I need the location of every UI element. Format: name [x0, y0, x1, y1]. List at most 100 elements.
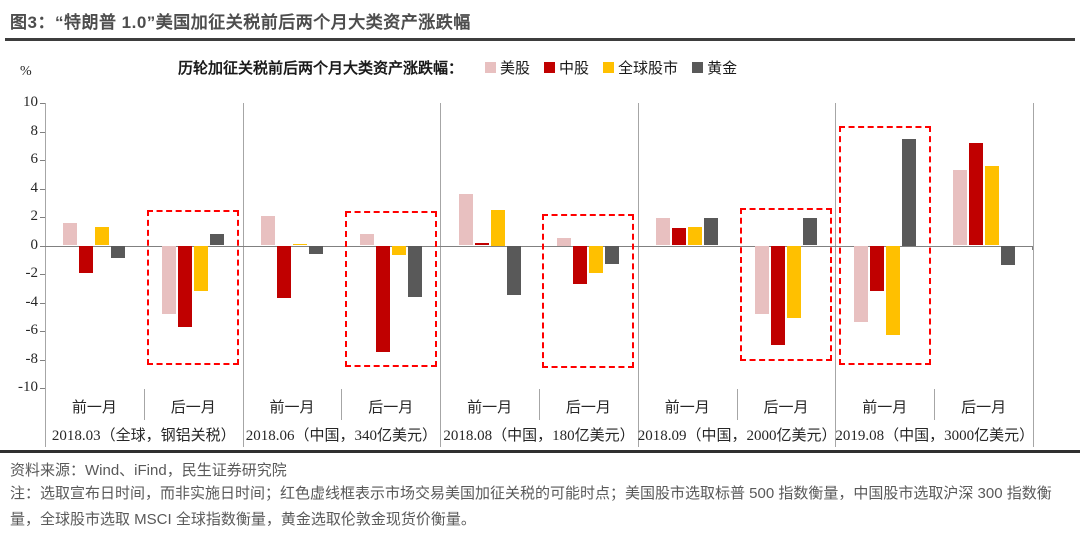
- legend-label-china-equity: 中股: [559, 61, 590, 77]
- legend-label-us-equity: 美股: [500, 61, 531, 77]
- y-tick-label: 8: [30, 122, 39, 139]
- group-separator: [638, 103, 639, 447]
- highlight-box: [542, 214, 634, 369]
- bar-gold: [309, 245, 323, 255]
- period-label: 后一月: [368, 400, 414, 416]
- bar-global-equity: [589, 245, 603, 273]
- bar-gold: [803, 218, 817, 246]
- footer-divider: [0, 450, 1080, 453]
- y-tick-mark: [40, 245, 45, 247]
- bar-gold: [704, 218, 718, 246]
- bar-us-equity: [63, 222, 77, 246]
- bar-gold: [111, 245, 125, 259]
- y-tick-label: 2: [30, 208, 39, 224]
- y-tick-label: -10: [18, 379, 38, 395]
- period-separator: [934, 389, 935, 420]
- bar-china-equity: [672, 228, 686, 246]
- bar-chart: % 10 8 6 4 2 0 -2 -4 -6 -8 -10 2018.03（全球，钢铝关税） 前一月 后一…: [18, 64, 1035, 447]
- bar-us-equity: [360, 234, 374, 246]
- bar-china-equity: [376, 245, 390, 353]
- bar-global-equity: [293, 244, 307, 246]
- bar-us-equity: [162, 245, 176, 314]
- y-tick-mark: [40, 388, 45, 389]
- bar-china-equity: [178, 245, 192, 327]
- highlight-box: [839, 125, 931, 366]
- legend-swatch-china-equity: [544, 62, 556, 73]
- group-label: 2019.08（中国，3000亿美元）: [835, 428, 1035, 444]
- group-separator: [1033, 103, 1034, 447]
- legend-label-gold: 黄金: [707, 61, 738, 77]
- highlight-box: [345, 211, 437, 367]
- bar-gold: [507, 245, 521, 296]
- y-tick-mark: [40, 217, 45, 218]
- bar-china-equity: [771, 245, 785, 346]
- legend-swatch-gold: [692, 62, 704, 73]
- figure-title: 图3：“特朗普 1.0”美国加征关税前后两个月大类资产涨跌幅: [10, 13, 471, 32]
- group-label: 2018.06（中国，340亿美元）: [245, 428, 438, 444]
- bar-china-equity: [573, 245, 587, 284]
- y-axis-unit-label: %: [20, 64, 32, 79]
- y-tick-mark: [40, 331, 45, 332]
- bar-us-equity: [854, 245, 868, 323]
- bar-gold: [408, 245, 422, 297]
- y-tick-label: -8: [25, 350, 39, 367]
- bar-global-equity: [787, 245, 801, 319]
- bar-gold: [605, 245, 619, 265]
- bar-global-equity: [194, 245, 208, 292]
- legend-item-us-equity: 美股: [485, 57, 530, 78]
- period-label: 后一月: [565, 400, 611, 416]
- y-tick-label: -2: [25, 265, 39, 281]
- period-separator: [737, 389, 738, 420]
- y-tick-label: 10: [23, 94, 38, 110]
- legend-swatch-us-equity: [485, 62, 497, 73]
- bar-global-equity: [392, 245, 406, 256]
- y-tick-label: 0: [30, 236, 39, 253]
- zero-line-end-tick: [1032, 245, 1033, 250]
- period-label: 前一月: [664, 400, 710, 416]
- bar-us-equity: [656, 218, 670, 246]
- legend-item-global-equity: 全球股市: [603, 57, 678, 78]
- y-axis-line: [45, 103, 46, 447]
- y-tick-label: -6: [25, 322, 39, 338]
- bar-gold: [1001, 245, 1015, 266]
- bar-china-equity: [870, 245, 884, 292]
- period-label: 前一月: [862, 400, 908, 416]
- bar-gold: [210, 234, 224, 246]
- bar-us-equity: [953, 169, 967, 246]
- bar-us-equity: [261, 215, 275, 246]
- period-label: 后一月: [170, 400, 216, 416]
- bar-china-equity: [969, 142, 983, 246]
- legend-swatch-global-equity: [603, 62, 615, 73]
- group-separator: [243, 103, 244, 447]
- highlight-box: [740, 208, 832, 361]
- y-tick-mark: [40, 103, 45, 104]
- bar-global-equity: [491, 209, 505, 246]
- group-label: 2018.03（全球，钢铝关税）: [51, 428, 236, 444]
- bar-us-equity: [755, 245, 769, 314]
- data-source: 资料来源：Wind、iFind，民生证券研究院: [10, 462, 287, 479]
- y-tick-mark: [40, 160, 45, 161]
- bar-us-equity: [459, 194, 473, 246]
- group-label: 2018.08（中国，180亿美元）: [443, 428, 635, 444]
- title-underline: [5, 38, 1075, 41]
- y-tick-mark: [40, 302, 45, 304]
- period-separator: [341, 389, 342, 420]
- period-separator: [144, 389, 145, 420]
- y-tick-mark: [40, 188, 45, 190]
- period-label: 前一月: [71, 400, 117, 416]
- legend-item-gold: 黄金: [692, 57, 737, 78]
- period-label: 前一月: [269, 400, 315, 416]
- period-label: 后一月: [961, 400, 1007, 416]
- bar-gold: [902, 138, 916, 246]
- chart-subtitle: 历轮加征关税前后两个月大类资产涨跌幅：: [178, 61, 464, 77]
- bar-us-equity: [557, 238, 571, 246]
- period-label: 前一月: [467, 400, 513, 416]
- bar-global-equity: [985, 165, 999, 246]
- y-tick-mark: [40, 131, 45, 133]
- zero-line: [45, 245, 1033, 247]
- bar-china-equity: [277, 245, 291, 299]
- y-tick-mark: [40, 359, 45, 361]
- period-label: 后一月: [763, 400, 809, 416]
- legend: 历轮加征关税前后两个月大类资产涨跌幅： 美股 中股 全球股市 黄金: [178, 57, 751, 78]
